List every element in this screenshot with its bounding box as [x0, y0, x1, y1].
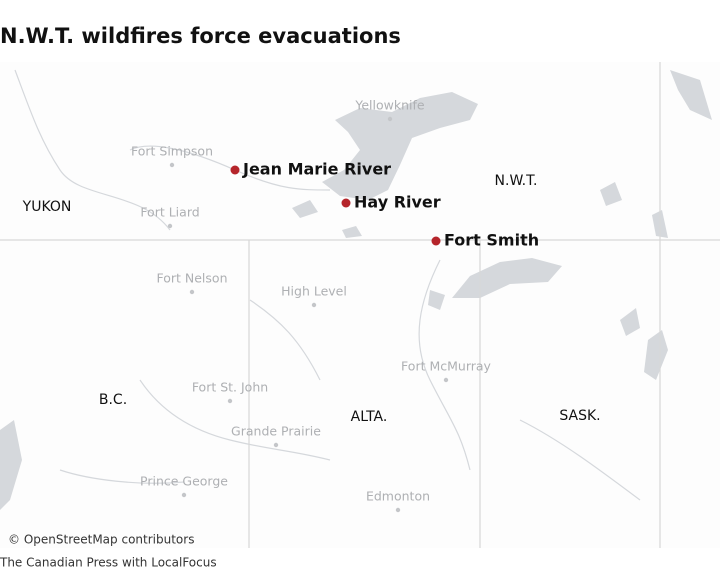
place-dot: [167, 223, 173, 229]
place-dot: [311, 302, 317, 308]
place-label: High Level: [281, 284, 347, 299]
title: N.W.T. wildfires force evacuations: [0, 24, 401, 48]
place-label: Fort St. John: [192, 380, 268, 395]
place-label: Grande Prairie: [231, 424, 321, 439]
evacuation-dot: [341, 198, 351, 208]
place-label: Prince George: [140, 474, 228, 489]
place-dot: [387, 116, 393, 122]
place-label: Edmonton: [366, 489, 430, 504]
evacuation-label: Hay River: [354, 193, 441, 212]
region-label: B.C.: [99, 392, 127, 408]
place-dot: [169, 162, 175, 168]
region-label: N.W.T.: [495, 173, 538, 189]
place-label: Fort McMurray: [401, 359, 491, 374]
evacuation-label: Fort Smith: [444, 231, 539, 250]
credit: The Canadian Press with LocalFocus: [0, 556, 217, 570]
place-label: Fort Simpson: [131, 144, 213, 159]
place-label: Yellowknife: [354, 98, 425, 113]
evacuation-dot: [431, 236, 441, 246]
place-dot: [443, 377, 449, 383]
place-dot: [395, 507, 401, 513]
region-label: YUKON: [22, 199, 72, 215]
region-label: SASK.: [559, 408, 600, 424]
place-label: Fort Liard: [140, 205, 199, 220]
place-dot: [227, 398, 233, 404]
place-label: Fort Nelson: [156, 271, 227, 286]
place-dot: [273, 442, 279, 448]
evacuation-label: Jean Marie River: [242, 160, 391, 179]
basemap: [0, 62, 720, 548]
attribution: © OpenStreetMap contributors: [8, 533, 194, 547]
region-label: ALTA.: [351, 409, 388, 425]
place-dot: [181, 492, 187, 498]
place-dot: [189, 289, 195, 295]
evacuation-dot: [230, 165, 240, 175]
